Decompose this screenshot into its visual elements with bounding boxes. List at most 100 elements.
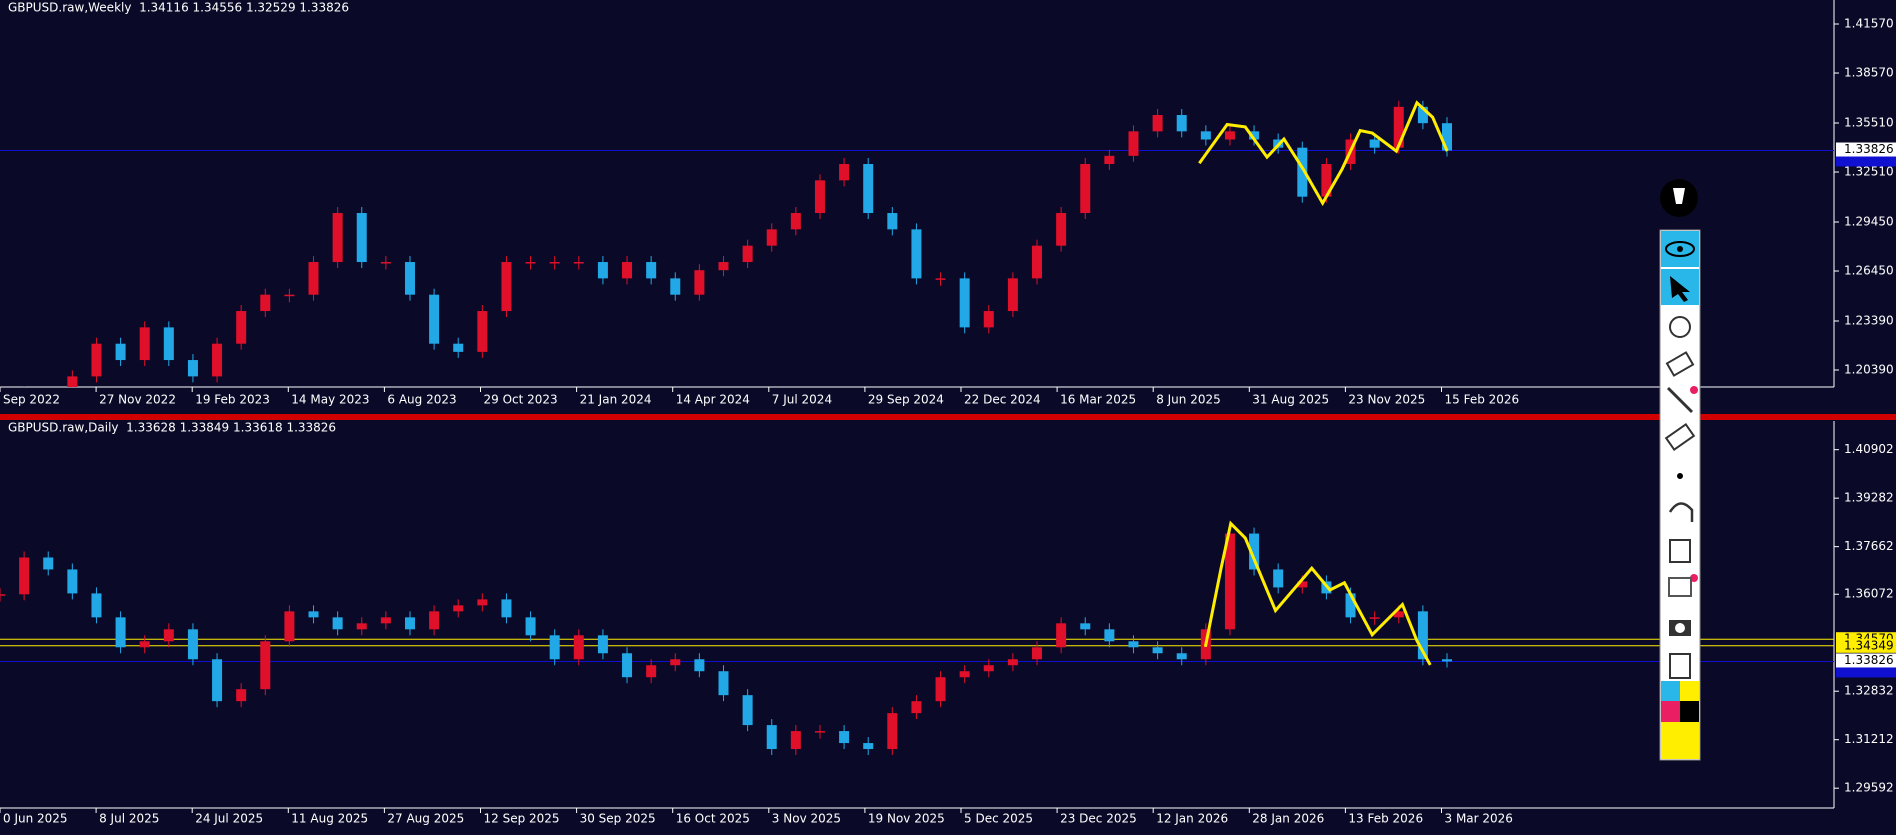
candle-body [1417,106,1428,124]
candle-body [597,635,608,654]
x-tick-label: 6 Aug 2023 [387,393,456,407]
candle-body [694,659,705,672]
candle-body [839,731,850,744]
x-tick-label: 21 Jan 2024 [580,393,652,407]
x-tick-label: 15 Feb 2026 [1445,393,1520,407]
candle-body [1297,581,1308,588]
x-tick-label: 28 Jan 2026 [1252,812,1324,826]
candle-body [380,262,391,264]
candle-body [622,653,633,678]
x-tick-label: 27 Aug 2025 [387,812,464,826]
candle-body [1249,131,1260,140]
candle-body [790,213,801,230]
active-window-bar [0,414,1896,420]
pen-icon [1673,188,1685,204]
current-price-label: 1.33826 [1844,142,1894,156]
y-tick-label: 1.23390 [1844,314,1894,328]
candle-body [670,659,681,666]
candle-body [1032,245,1043,279]
daily-header: GBPUSD.raw,Daily 1.33628 1.33849 1.33618… [8,421,336,435]
candle-body [959,671,970,678]
candle-body [622,262,633,279]
candle-body [525,262,536,264]
y-tick-label: 1.32832 [1844,684,1894,698]
candle-body [429,294,440,344]
candle-body [380,617,391,624]
x-tick-label: 19 Feb 2023 [195,393,270,407]
candle-body [983,665,994,672]
candle-body [115,617,126,648]
candle-body [404,262,415,295]
y-tick-label: 1.35510 [1844,116,1894,130]
color-black[interactable] [1680,701,1699,722]
candle-body [670,278,681,295]
color-cyan[interactable] [1661,681,1680,701]
y-tick-label: 1.26450 [1844,264,1894,278]
candle-body [1321,164,1332,197]
candle-body [1176,653,1187,660]
candle-body [453,343,464,352]
undo-button[interactable] [1668,502,1694,522]
candle-body [1417,611,1428,660]
candle-body [1104,155,1115,165]
candle-body [1152,115,1163,132]
candle-body [549,262,560,264]
candle-body [187,360,198,377]
dot-button[interactable] [1677,473,1683,479]
candle-body [429,611,440,630]
candle-body [1224,533,1235,630]
color-yellow-large[interactable] [1661,722,1699,759]
clipboard-button[interactable] [1669,653,1691,679]
candle-body [163,629,174,642]
candle-body [332,617,343,630]
candle-body [501,262,512,312]
candle-body [0,594,5,596]
candle-body [839,164,850,181]
candle-body [1442,123,1452,151]
candle-body [911,229,922,279]
line-button[interactable] [1666,386,1694,414]
x-tick-label: 13 Feb 2026 [1348,812,1423,826]
x-tick-label: 5 Dec 2025 [964,812,1033,826]
candle-body [501,599,512,618]
delete-button[interactable] [1669,539,1691,563]
candle-body [139,327,150,361]
current-price-box [1836,653,1896,668]
candle-body [260,641,271,690]
candle-body [1345,593,1356,618]
screen-button[interactable] [1668,577,1692,597]
timer-button[interactable] [1669,316,1691,338]
y-tick-label: 1.37662 [1844,539,1894,553]
candle-body [1056,623,1067,648]
current-price-marker [1836,154,1896,167]
fill-button[interactable] [1665,351,1695,377]
y-tick-label: 1.38570 [1844,66,1894,80]
candle-body [67,569,78,594]
current-price-label: 1.33826 [1844,653,1894,667]
candle-body [1393,611,1404,618]
candle-body [1200,131,1211,140]
candle-body [236,311,247,344]
x-tick-label: 30 Sep 2025 [580,812,656,826]
color-pink[interactable] [1661,701,1680,722]
eraser-button[interactable] [1664,422,1696,452]
x-tick-label: 14 Apr 2024 [676,393,750,407]
weekly-plot [0,100,1834,387]
candle-body [187,629,198,660]
candle-body [284,294,295,297]
x-tick-label: 19 Nov 2025 [868,812,945,826]
x-tick-label: Sep 2022 [3,393,60,407]
x-tick-label: 31 Aug 2025 [1252,393,1329,407]
candle-body [814,731,825,733]
candle-body [887,213,898,230]
x-tick-label: 8 Jul 2025 [99,812,159,826]
candle-body [332,213,343,263]
candle-body [766,725,777,750]
candle-body [1273,569,1284,588]
weekly-header: GBPUSD.raw,Weekly 1.34116 1.34556 1.3252… [8,1,349,15]
x-tick-label: 8 Jun 2025 [1156,393,1221,407]
color-yellow[interactable] [1680,681,1699,701]
candle-body [983,311,994,328]
